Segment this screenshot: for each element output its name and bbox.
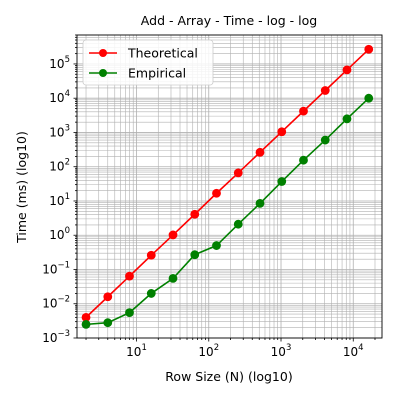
series-line-theoretical bbox=[85, 48, 370, 318]
data-point bbox=[277, 127, 287, 137]
ticks: 101 102 103 104 10−3 10−2 10−1 100 101 102 103 104 1… bbox=[42, 34, 376, 359]
data-point bbox=[212, 241, 221, 250]
y-tick-label: 100 bbox=[49, 226, 70, 242]
data-point bbox=[103, 318, 113, 328]
data-point bbox=[168, 273, 178, 283]
y-tick-label: 10−1 bbox=[42, 260, 70, 276]
data-point bbox=[212, 188, 221, 198]
series-line-empirical bbox=[85, 97, 370, 326]
y-tick-label: 101 bbox=[49, 192, 70, 208]
data-point bbox=[190, 209, 200, 219]
data-point bbox=[125, 271, 134, 281]
data-point bbox=[81, 319, 91, 329]
y-tick-label: 105 bbox=[49, 55, 70, 71]
data-point bbox=[233, 168, 243, 178]
chart-title: Add - Array - Time - log - log bbox=[141, 13, 317, 28]
legend-label: Theoretical bbox=[127, 46, 198, 61]
data-point bbox=[320, 135, 330, 145]
x-tick-label: 104 bbox=[343, 343, 364, 359]
y-tick-label: 102 bbox=[49, 158, 70, 174]
data-point bbox=[342, 65, 352, 75]
legend-marker bbox=[99, 49, 107, 57]
x-tick-label: 101 bbox=[126, 343, 147, 359]
legend: Theoretical Empirical bbox=[82, 39, 214, 86]
legend-marker bbox=[99, 69, 107, 77]
data-point bbox=[233, 219, 243, 229]
series-layer bbox=[81, 44, 374, 329]
plot-frame bbox=[76, 34, 383, 339]
y-tick-label: 104 bbox=[49, 89, 70, 105]
data-point bbox=[277, 177, 287, 186]
data-point bbox=[103, 292, 113, 302]
data-point bbox=[299, 155, 308, 165]
y-tick-label: 103 bbox=[49, 123, 70, 139]
data-point bbox=[146, 250, 156, 260]
data-point bbox=[190, 250, 200, 260]
x-tick-label: 102 bbox=[198, 343, 219, 359]
data-point bbox=[255, 198, 265, 208]
data-point bbox=[255, 147, 265, 157]
data-point bbox=[146, 289, 156, 298]
x-tick-label: 103 bbox=[271, 343, 292, 359]
y-tick-label: 10−2 bbox=[42, 295, 70, 311]
data-point bbox=[125, 308, 134, 318]
x-axis-label: Row Size (N) (log10) bbox=[165, 369, 292, 384]
data-point bbox=[320, 86, 330, 95]
y-axis-label: Time (ms) (log10) bbox=[14, 131, 29, 244]
legend-label: Empirical bbox=[128, 66, 186, 81]
data-point bbox=[364, 93, 374, 103]
data-point bbox=[364, 44, 374, 54]
data-point bbox=[168, 230, 178, 240]
data-point bbox=[299, 106, 308, 116]
data-point bbox=[342, 114, 352, 124]
y-tick-label: 10−3 bbox=[42, 329, 70, 345]
